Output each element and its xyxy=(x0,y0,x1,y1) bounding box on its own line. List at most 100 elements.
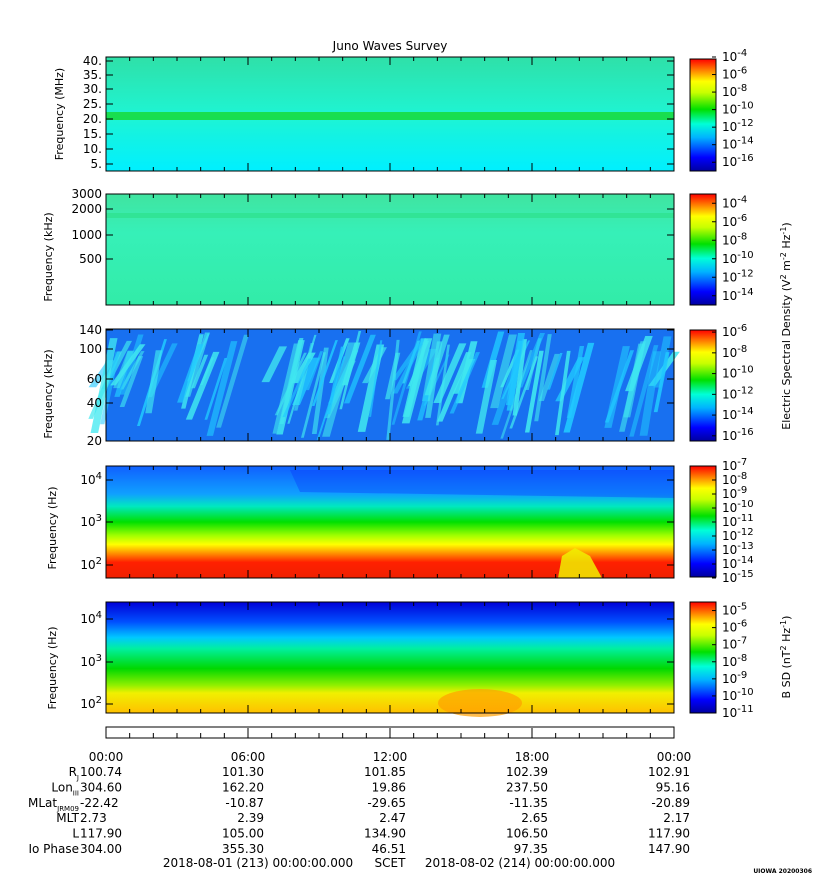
ytick-label: 40. xyxy=(83,54,102,68)
colorbar-tick-label: 10-13 xyxy=(722,541,754,557)
colorbar-5 xyxy=(689,601,717,714)
colorbar-tick-label: 10-15 xyxy=(722,569,754,585)
ytick-label: 20. xyxy=(83,112,102,126)
emission-streak xyxy=(653,336,672,388)
emission-streak xyxy=(391,338,427,381)
ephemeris-row-label: MLT xyxy=(56,811,79,825)
emission-streak xyxy=(604,346,630,428)
emission-streak xyxy=(392,343,424,394)
panel-2-ylabel: Frequency (kHz) xyxy=(42,212,55,301)
panel-4-upper-band xyxy=(106,470,674,498)
colorbar-tick-label: 10-9 xyxy=(722,670,747,686)
colorbar-tick-label: 10-12 xyxy=(722,268,754,284)
colorbar-tick-label: 10-7 xyxy=(722,636,747,652)
emission-streak xyxy=(306,351,324,391)
emission-streak xyxy=(119,356,144,408)
colorbar-tick-label: 10-8 xyxy=(722,231,747,247)
credit-label: UIOWA 20200306 xyxy=(753,868,812,875)
ephemeris-value: 355.30 xyxy=(222,842,264,856)
ytick-label: 40 xyxy=(87,396,102,410)
time-tick-label: 00:00 xyxy=(657,750,692,764)
panel-5-background xyxy=(106,602,674,713)
ytick-label: 103 xyxy=(80,653,102,669)
panel-4: 104 103 102 Frequency (Hz) xyxy=(46,465,717,579)
colorbar-tick-label: 10-10 xyxy=(722,687,754,703)
time-tick-label: 18:00 xyxy=(515,750,550,764)
emission-streak xyxy=(547,352,563,390)
emission-streak xyxy=(512,339,528,416)
ytick-label: 100 xyxy=(79,342,102,356)
time-tick-labels: 00:00 06:00 12:00 18:00 00:00 xyxy=(89,750,692,764)
scet-label: SCET xyxy=(375,856,407,870)
ephemeris-value: 147.90 xyxy=(648,842,690,856)
colorbar-tick-label: 10-11 xyxy=(722,704,754,720)
ytick-label: 104 xyxy=(80,471,102,487)
ytick-label: 35. xyxy=(83,68,102,82)
colorbar-tick-label: 10-8 xyxy=(722,471,747,487)
emission-streak xyxy=(300,352,326,438)
emission-streak xyxy=(481,331,505,388)
colorbar-tick-label: 10-14 xyxy=(722,287,754,303)
emission-streak xyxy=(368,340,383,417)
panel-4-yellow-dip xyxy=(558,548,602,578)
colorbar-tick-label: 10-6 xyxy=(722,66,747,82)
colorbar-tick-label: 10-4 xyxy=(722,48,747,64)
emission-streak xyxy=(191,354,209,389)
emission-streak xyxy=(145,350,163,414)
emission-streak xyxy=(538,353,560,402)
emission-streak xyxy=(524,350,544,433)
emission-streak xyxy=(475,360,498,434)
panel-1-band-21mhz xyxy=(106,112,674,120)
colorbar-tick-label: 10-8 xyxy=(722,344,747,360)
ephemeris-value: 304.00 xyxy=(80,842,122,856)
ytick-label: 104 xyxy=(80,610,102,626)
ytick-label: 140 xyxy=(79,323,102,337)
panel-3: 140 100 60 40 20 Frequency (kHz) xyxy=(42,323,717,448)
emission-streak xyxy=(322,342,356,437)
panel-5-ylabel: Frequency (Hz) xyxy=(46,627,59,710)
emission-streak xyxy=(185,351,220,420)
ephemeris-value: 2.65 xyxy=(521,811,548,825)
ytick-label: 3000 xyxy=(71,187,102,201)
colorbar-2-label: Electric Spectral Density (V2 m-2 Hz-1) xyxy=(779,222,793,429)
panel-2-background xyxy=(106,194,674,305)
emission-streak xyxy=(433,343,467,404)
time-axis-ticks xyxy=(105,728,675,738)
ytick-label: 20 xyxy=(87,434,102,448)
emission-streak xyxy=(177,344,204,403)
ephemeris-value: 134.90 xyxy=(364,827,406,841)
panel-1-ylabel: Frequency (MHz) xyxy=(53,68,66,160)
emission-streak xyxy=(391,331,422,425)
ephemeris-value: 101.30 xyxy=(222,765,264,779)
colorbar-tick-label: 10-14 xyxy=(722,406,754,422)
ephemeris-value: 2.39 xyxy=(237,811,264,825)
emission-streak xyxy=(386,339,400,440)
colorbar-tick-label: 10-14 xyxy=(722,555,754,571)
ephemeris-value: 97.35 xyxy=(514,842,548,856)
ytick-label: 5. xyxy=(91,157,102,171)
emission-streak xyxy=(200,357,214,385)
emission-streak xyxy=(216,334,249,428)
ephemeris-value: 102.91 xyxy=(648,765,690,779)
emission-streak xyxy=(311,347,329,435)
colorbar-tick-label: 10-9 xyxy=(722,485,747,501)
colorbar-tick-label: 10-5 xyxy=(722,602,747,618)
ytick-label: 102 xyxy=(80,695,102,711)
emission-streak xyxy=(282,358,312,418)
ytick-label: 500 xyxy=(79,252,102,266)
colorbar-tick-label: 10-8 xyxy=(722,83,747,99)
ephemeris-value: 2.17 xyxy=(663,811,690,825)
ytick-label: 1000 xyxy=(71,228,102,242)
emission-streak xyxy=(110,344,146,386)
colorbar-tick-label: 10-10 xyxy=(722,365,754,381)
ephemeris-value: 46.51 xyxy=(372,842,406,856)
ytick-label: 102 xyxy=(80,556,102,572)
ephemeris-value: 106.50 xyxy=(506,827,548,841)
emission-streak xyxy=(401,338,433,424)
panel-4-ylabel: Frequency (Hz) xyxy=(46,487,59,570)
colorbar-5-label: B SD (nT2 Hz-1) xyxy=(779,616,793,699)
ytick-label: 60 xyxy=(87,372,102,386)
emission-streak xyxy=(100,351,120,425)
